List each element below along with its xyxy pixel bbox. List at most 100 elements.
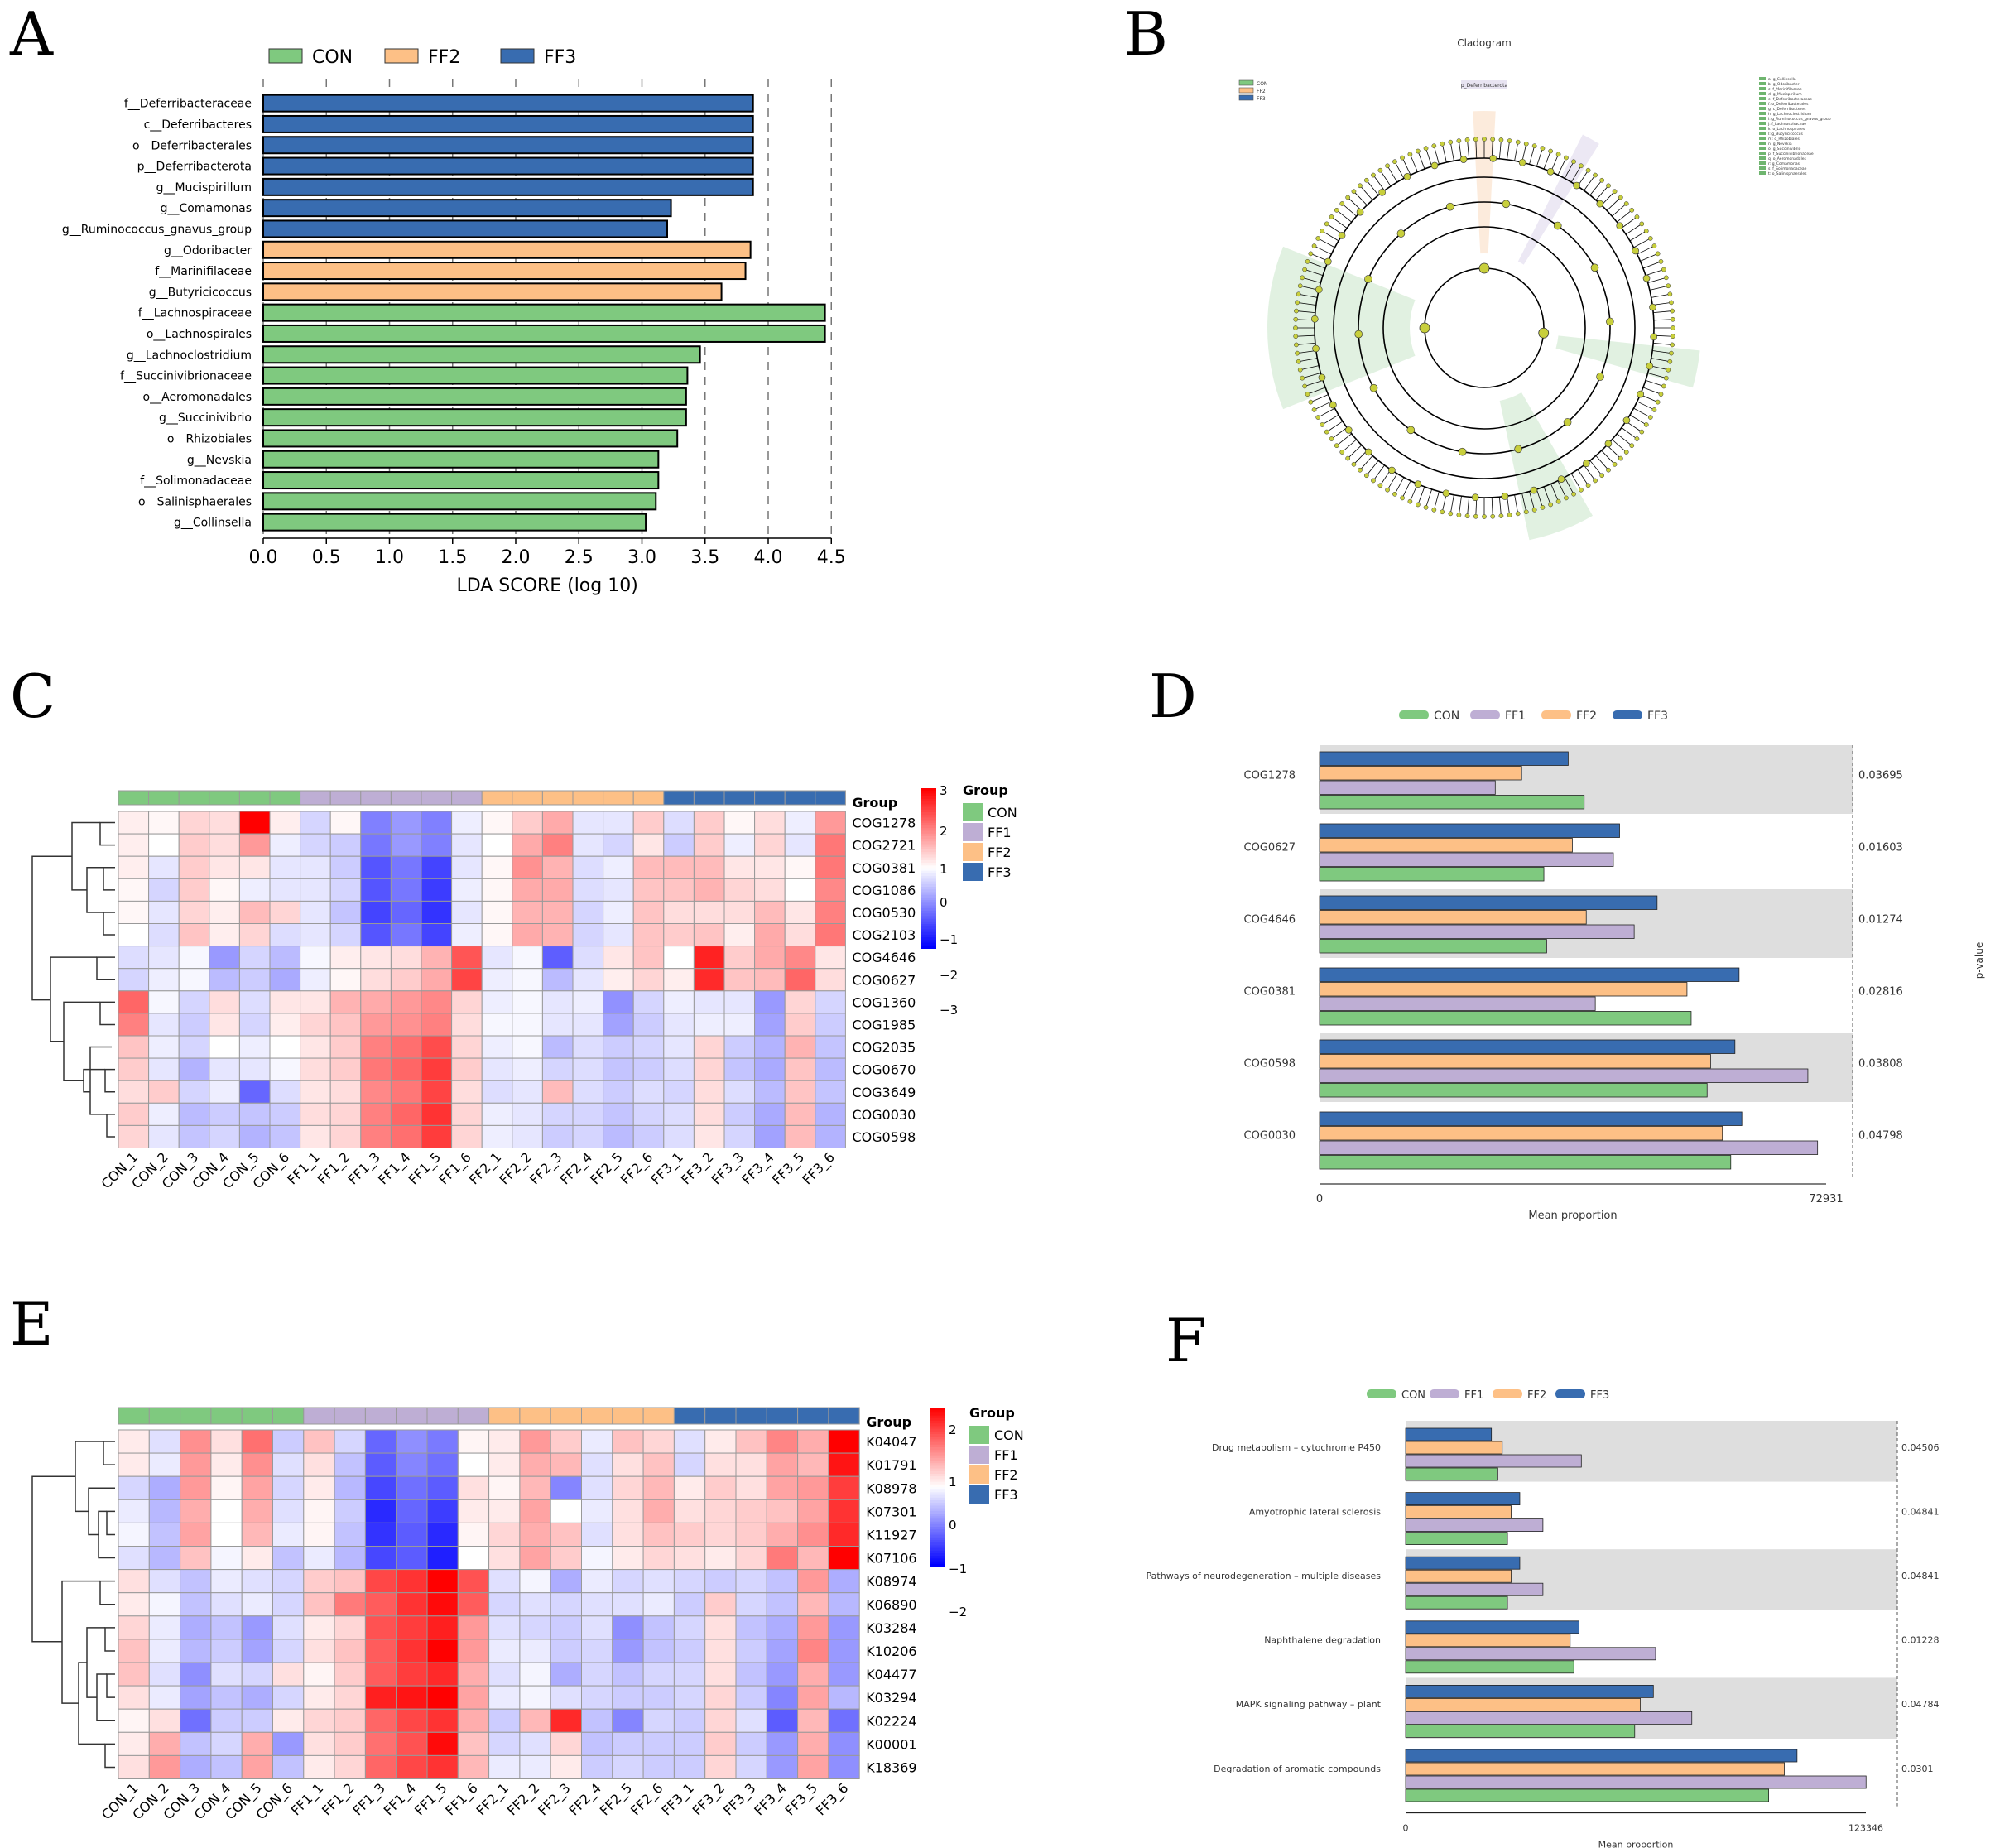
clado-branch [1557,157,1567,176]
group-bar-cell-ff2-6 [632,790,665,806]
row-label-k07106: K07106 [866,1551,916,1566]
clado-branch [1307,261,1326,269]
heatmap-cell [723,990,756,1014]
column-label-ff3-3: FF3_3 [709,1149,748,1188]
color-scale-segment [921,806,936,811]
heatmap-cell [693,1124,725,1149]
color-scale-segment [930,1463,945,1467]
heatmap-cell [704,1708,737,1733]
legend-label-ff3: FF3 [1590,1389,1609,1402]
heatmap-cell [541,968,574,992]
clado-branch [1564,477,1574,494]
heatmap-cell [334,1592,366,1617]
clado-branch [1353,190,1368,206]
heatmap-cell [178,900,210,925]
heatmap-cell [238,900,271,925]
heatmap-cell [364,1429,397,1454]
column-label-ff2-5: FF2_5 [597,1780,636,1819]
heatmap-cell [797,1546,829,1571]
bar-o-aeromonadales [262,387,687,406]
heatmap-cell [272,1452,305,1477]
heatmap-cell [481,946,513,970]
heatmap-cell [303,1754,335,1779]
clado-leaf-node [1297,283,1303,289]
heatmap-cell [300,1013,331,1037]
clado-branch [1633,238,1651,248]
heatmap-cell [735,1639,767,1663]
heatmap-cell [396,1429,428,1454]
dendrogram-branch [104,1068,115,1093]
heatmap-cell [704,1685,737,1710]
heatmap-cell [118,968,150,992]
clado-leaf-node [1377,167,1383,173]
heatmap-cell [612,1429,644,1454]
column-label-ff1-3: FF1_3 [349,1780,388,1819]
group-bar-cell-ff1-4 [396,1407,428,1425]
clado-branch [1401,157,1411,176]
color-scale-segment [921,788,936,792]
heatmap-cell [723,1057,756,1081]
heatmap-cell [704,1429,737,1454]
heatmap-cell [572,1080,604,1104]
clado-leaf-node [1585,483,1591,488]
clado-node [1632,247,1639,255]
heatmap-cell [797,1754,829,1779]
heatmap-cell [673,1452,706,1477]
group-bar-cell-ff1-1 [303,1407,335,1425]
p-value-cog0030: 0.04798 [1858,1130,1903,1143]
color-scale-segment [921,926,936,931]
heatmap-cell [390,1080,422,1104]
heatmap-cell [269,1035,301,1059]
heatmap-cell [272,1615,305,1640]
heatmap-cell [334,1475,366,1500]
heatmap-cell [210,1569,243,1594]
heatmap-cell [451,1035,483,1059]
heatmap-cell [642,1662,675,1687]
heatmap-cell [457,1522,490,1547]
clade-highlight-con-0 [1267,246,1416,410]
clado-leaf-node [1456,138,1462,143]
side-legend-swatch [1759,161,1766,165]
side-legend-swatch [1759,82,1766,85]
bar-ff1-amyotrophic-lateral-sclerosis [1405,1518,1544,1532]
color-scale-segment [930,1505,945,1509]
row-label-cog3649: COG3649 [852,1085,916,1100]
bar-ff3-cog1278 [1319,751,1569,766]
heatmap-cell [815,946,846,970]
x-tick-label: 72931 [1809,1193,1843,1206]
heatmap-cell [238,833,271,857]
group-bar-cell-con-4 [209,790,240,806]
group-bar-cell-ff2-1 [488,1407,521,1425]
clado-leaf-node [1308,251,1314,257]
heatmap-cell [581,1569,613,1594]
heatmap-cell [735,1546,767,1571]
heatmap-cell [572,968,604,992]
heatmap-cell [396,1731,428,1756]
heatmap-cell [364,1499,397,1523]
clado-leaf-node [1423,504,1429,510]
heatmap-cell [272,1499,305,1523]
clado-leaf-node [1358,467,1363,473]
heatmap-cell [693,1035,725,1059]
clado-leaf-node [1315,236,1321,241]
heatmap-cell [488,1662,521,1687]
color-scale-segment [930,1521,945,1525]
clado-branch [1606,445,1622,459]
heatmap-cell [673,1708,706,1733]
color-scale-segment [921,809,936,813]
bar-f-solimonadaceae [262,471,660,490]
heatmap-cell [180,1662,212,1687]
clado-leaf-node [1351,461,1357,467]
heatmap-cell [178,1102,210,1126]
heatmap-cell [329,833,362,857]
side-legend-swatch [1759,112,1766,115]
group-bar-cell-con-2 [148,1407,181,1425]
heatmap-cell [148,1057,180,1081]
heatmap-cell [550,1639,583,1663]
heatmap-cell [828,1546,860,1571]
color-scale-segment [921,846,936,850]
heatmap-cell [673,1754,706,1779]
row-label-k03284: K03284 [866,1620,916,1636]
category-label-o-lachnospirales: o__Lachnospirales [147,328,252,341]
panel-letter-a: A [9,0,54,69]
